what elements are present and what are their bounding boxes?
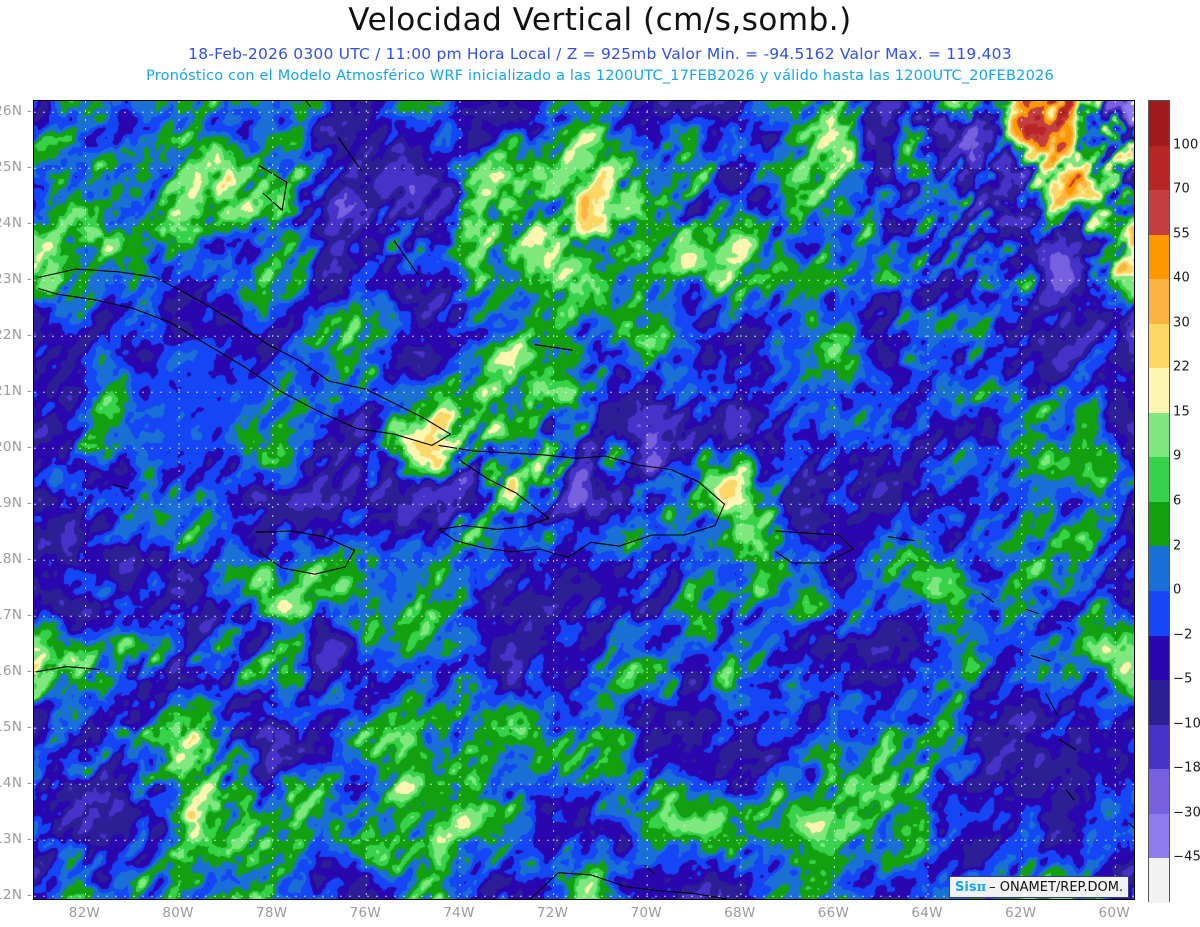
- lat-tick-label: 20N -: [0, 439, 32, 456]
- lon-tick-label: 78W: [256, 905, 288, 921]
- colorbar-segment: [1149, 279, 1169, 324]
- colorbar-tick-label: 55: [1173, 226, 1190, 242]
- colorbar-tick-label: −18: [1173, 760, 1200, 776]
- watermark-onamet: Sis π – ONAMET/REP.DOM.: [949, 876, 1130, 898]
- colorbar-segment: [1149, 501, 1169, 547]
- lat-tick-label: 15N -: [0, 719, 32, 736]
- colorbar-tick-label: −2: [1173, 627, 1193, 643]
- lon-tick-label: 66W: [817, 905, 850, 921]
- lat-tick-label: 16N -: [0, 663, 32, 680]
- colorbar-tick-label: 9: [1173, 448, 1182, 464]
- lon-tick-label: 62W: [1004, 905, 1037, 921]
- colorbar-tick-label: −30: [1173, 805, 1200, 821]
- lon-tick-label: 82W: [68, 905, 101, 921]
- colorbar-segment: [1149, 858, 1169, 903]
- colorbar-tick-label: 40: [1173, 270, 1190, 286]
- colorbar-tick-label: 22: [1173, 359, 1190, 375]
- lon-tick-label: 74W: [443, 905, 475, 921]
- vertical-velocity-heatmap: [34, 101, 1134, 899]
- colorbar-tick-label: −45: [1173, 849, 1200, 865]
- colorbar-segment: [1149, 368, 1169, 413]
- chart-header: Velocidad Vertical (cm/s,somb.) 18-Feb-2…: [0, 0, 1200, 98]
- lat-tick-label: 18N -: [0, 551, 32, 568]
- subtitle-forecast-time: 18-Feb-2026 0300 UTC / 11:00 pm Hora Loc…: [188, 45, 1012, 63]
- colorbar-tick-label: 70: [1173, 181, 1190, 197]
- colorbar: [1148, 100, 1170, 903]
- colorbar-tick-labels: 100 70 55 40 30 22 15 9 6 2 0 −2 −5 −10 −18 −30 −45: [1173, 100, 1200, 902]
- lon-tick-label: 80W: [162, 905, 194, 921]
- map-plot-area: [33, 100, 1135, 900]
- colorbar-tick-label: 6: [1173, 493, 1182, 509]
- colorbar-segment: [1149, 724, 1169, 770]
- lat-tick-label: 23N -: [0, 271, 32, 288]
- colorbar-segment: [1149, 680, 1169, 725]
- lon-tick-label: 68W: [724, 905, 756, 921]
- colorbar-tick-label: −5: [1173, 671, 1193, 687]
- lat-tick-label: 26N -: [0, 103, 32, 120]
- page-title: Velocidad Vertical (cm/s,somb.): [348, 2, 852, 38]
- colorbar-segment: [1149, 190, 1169, 235]
- lat-tick-label: 21N -: [0, 383, 32, 400]
- colorbar-segment: [1149, 769, 1169, 814]
- colorbar-segment: [1149, 813, 1169, 859]
- subtitle-model-info: Pronóstico con el Modelo Atmosférico WRF…: [146, 68, 1054, 84]
- lat-tick-label: 22N -: [0, 327, 32, 344]
- lat-tick-label: 14N -: [0, 775, 32, 792]
- colorbar-segment: [1149, 457, 1169, 502]
- colorbar-segment: [1149, 591, 1169, 636]
- colorbar-segment: [1149, 234, 1169, 280]
- watermark-agency-text: – ONAMET/REP.DOM.: [989, 879, 1124, 895]
- lon-tick-label: 72W: [536, 905, 569, 921]
- colorbar-segment: [1149, 635, 1169, 681]
- watermark-sis-text: Sis: [955, 879, 977, 895]
- colorbar-segment: [1149, 145, 1169, 191]
- lat-tick-label: 12N -: [0, 887, 32, 904]
- colorbar-tick-label: 30: [1173, 315, 1190, 331]
- lon-tick-label: 60W: [1098, 905, 1130, 921]
- watermark-pi-icon: π: [976, 879, 987, 895]
- colorbar-segment: [1149, 323, 1169, 369]
- lon-tick-label: 70W: [630, 905, 662, 921]
- lat-tick-label: 25N -: [0, 159, 32, 176]
- colorbar-segment: [1149, 101, 1169, 146]
- lon-tick-label: 64W: [911, 905, 943, 921]
- colorbar-tick-label: 2: [1173, 538, 1182, 554]
- lat-tick-label: 17N -: [0, 607, 32, 624]
- lat-tick-label: 19N -: [0, 495, 32, 512]
- colorbar-tick-label: 15: [1173, 404, 1190, 420]
- colorbar-segment: [1149, 412, 1169, 458]
- colorbar-tick-label: 0: [1173, 582, 1182, 598]
- lat-tick-label: 13N -: [0, 831, 32, 848]
- colorbar-segment: [1149, 546, 1169, 592]
- lon-tick-label: 76W: [349, 905, 382, 921]
- colorbar-tick-label: 100: [1173, 137, 1199, 153]
- colorbar-tick-label: −10: [1173, 716, 1200, 732]
- lat-tick-label: 24N -: [0, 215, 32, 232]
